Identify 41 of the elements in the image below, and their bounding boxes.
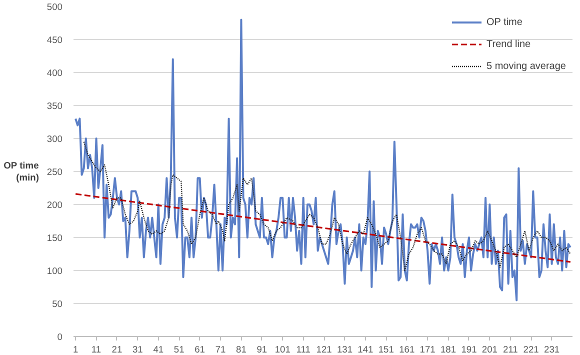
y-tick-label: 350 bbox=[46, 101, 63, 111]
y-tick-label: 0 bbox=[57, 332, 63, 342]
y-tick-label: 50 bbox=[52, 299, 63, 309]
y-tick-label: 450 bbox=[46, 35, 63, 45]
x-tick-label: 71 bbox=[215, 344, 226, 354]
y-tick-label: 400 bbox=[46, 68, 63, 78]
x-tick-label: 61 bbox=[194, 344, 206, 354]
x-tick-label: 231 bbox=[544, 344, 560, 354]
y-tick-label: 250 bbox=[46, 167, 63, 177]
x-tick-label: 91 bbox=[256, 344, 268, 354]
x-tick-label: 131 bbox=[336, 344, 353, 354]
legend-label: Trend line bbox=[486, 38, 531, 50]
x-tick-label: 161 bbox=[399, 344, 415, 354]
legend-label: OP time bbox=[486, 16, 522, 28]
x-tick-label: 171 bbox=[420, 344, 436, 354]
x-tick-label: 151 bbox=[378, 344, 394, 354]
y-tick-label: 500 bbox=[46, 2, 63, 12]
x-tick-label: 221 bbox=[523, 344, 539, 354]
x-tick-label: 21 bbox=[112, 344, 122, 354]
x-tick-label: 211 bbox=[502, 344, 518, 354]
x-tick-label: 11 bbox=[91, 344, 102, 354]
x-tick-label: 101 bbox=[274, 344, 290, 354]
y-axis-title: OP time (min) bbox=[4, 160, 39, 182]
x-tick-label: 141 bbox=[358, 344, 374, 354]
line-series bbox=[74, 18, 572, 302]
x-tick-label: 41 bbox=[153, 344, 164, 354]
y-tick-label: 300 bbox=[46, 134, 63, 144]
x-tick-label: 121 bbox=[316, 344, 332, 354]
y-tick-label: 100 bbox=[46, 266, 63, 276]
y-tick-label: 200 bbox=[46, 200, 63, 210]
line-series bbox=[83, 141, 572, 272]
x-tick-label: 181 bbox=[440, 344, 456, 354]
y-tick-label: 150 bbox=[46, 233, 63, 243]
x-tick-label: 31 bbox=[132, 344, 143, 354]
x-tick-label: 191 bbox=[461, 344, 477, 354]
x-tick-label: 81 bbox=[236, 344, 246, 354]
x-tick-label: 201 bbox=[482, 344, 498, 354]
x-tick-label: 51 bbox=[174, 344, 184, 354]
x-tick-label: 1 bbox=[72, 344, 78, 354]
legend-label: 5 moving average bbox=[486, 60, 566, 72]
x-tick-label: 111 bbox=[296, 344, 310, 354]
